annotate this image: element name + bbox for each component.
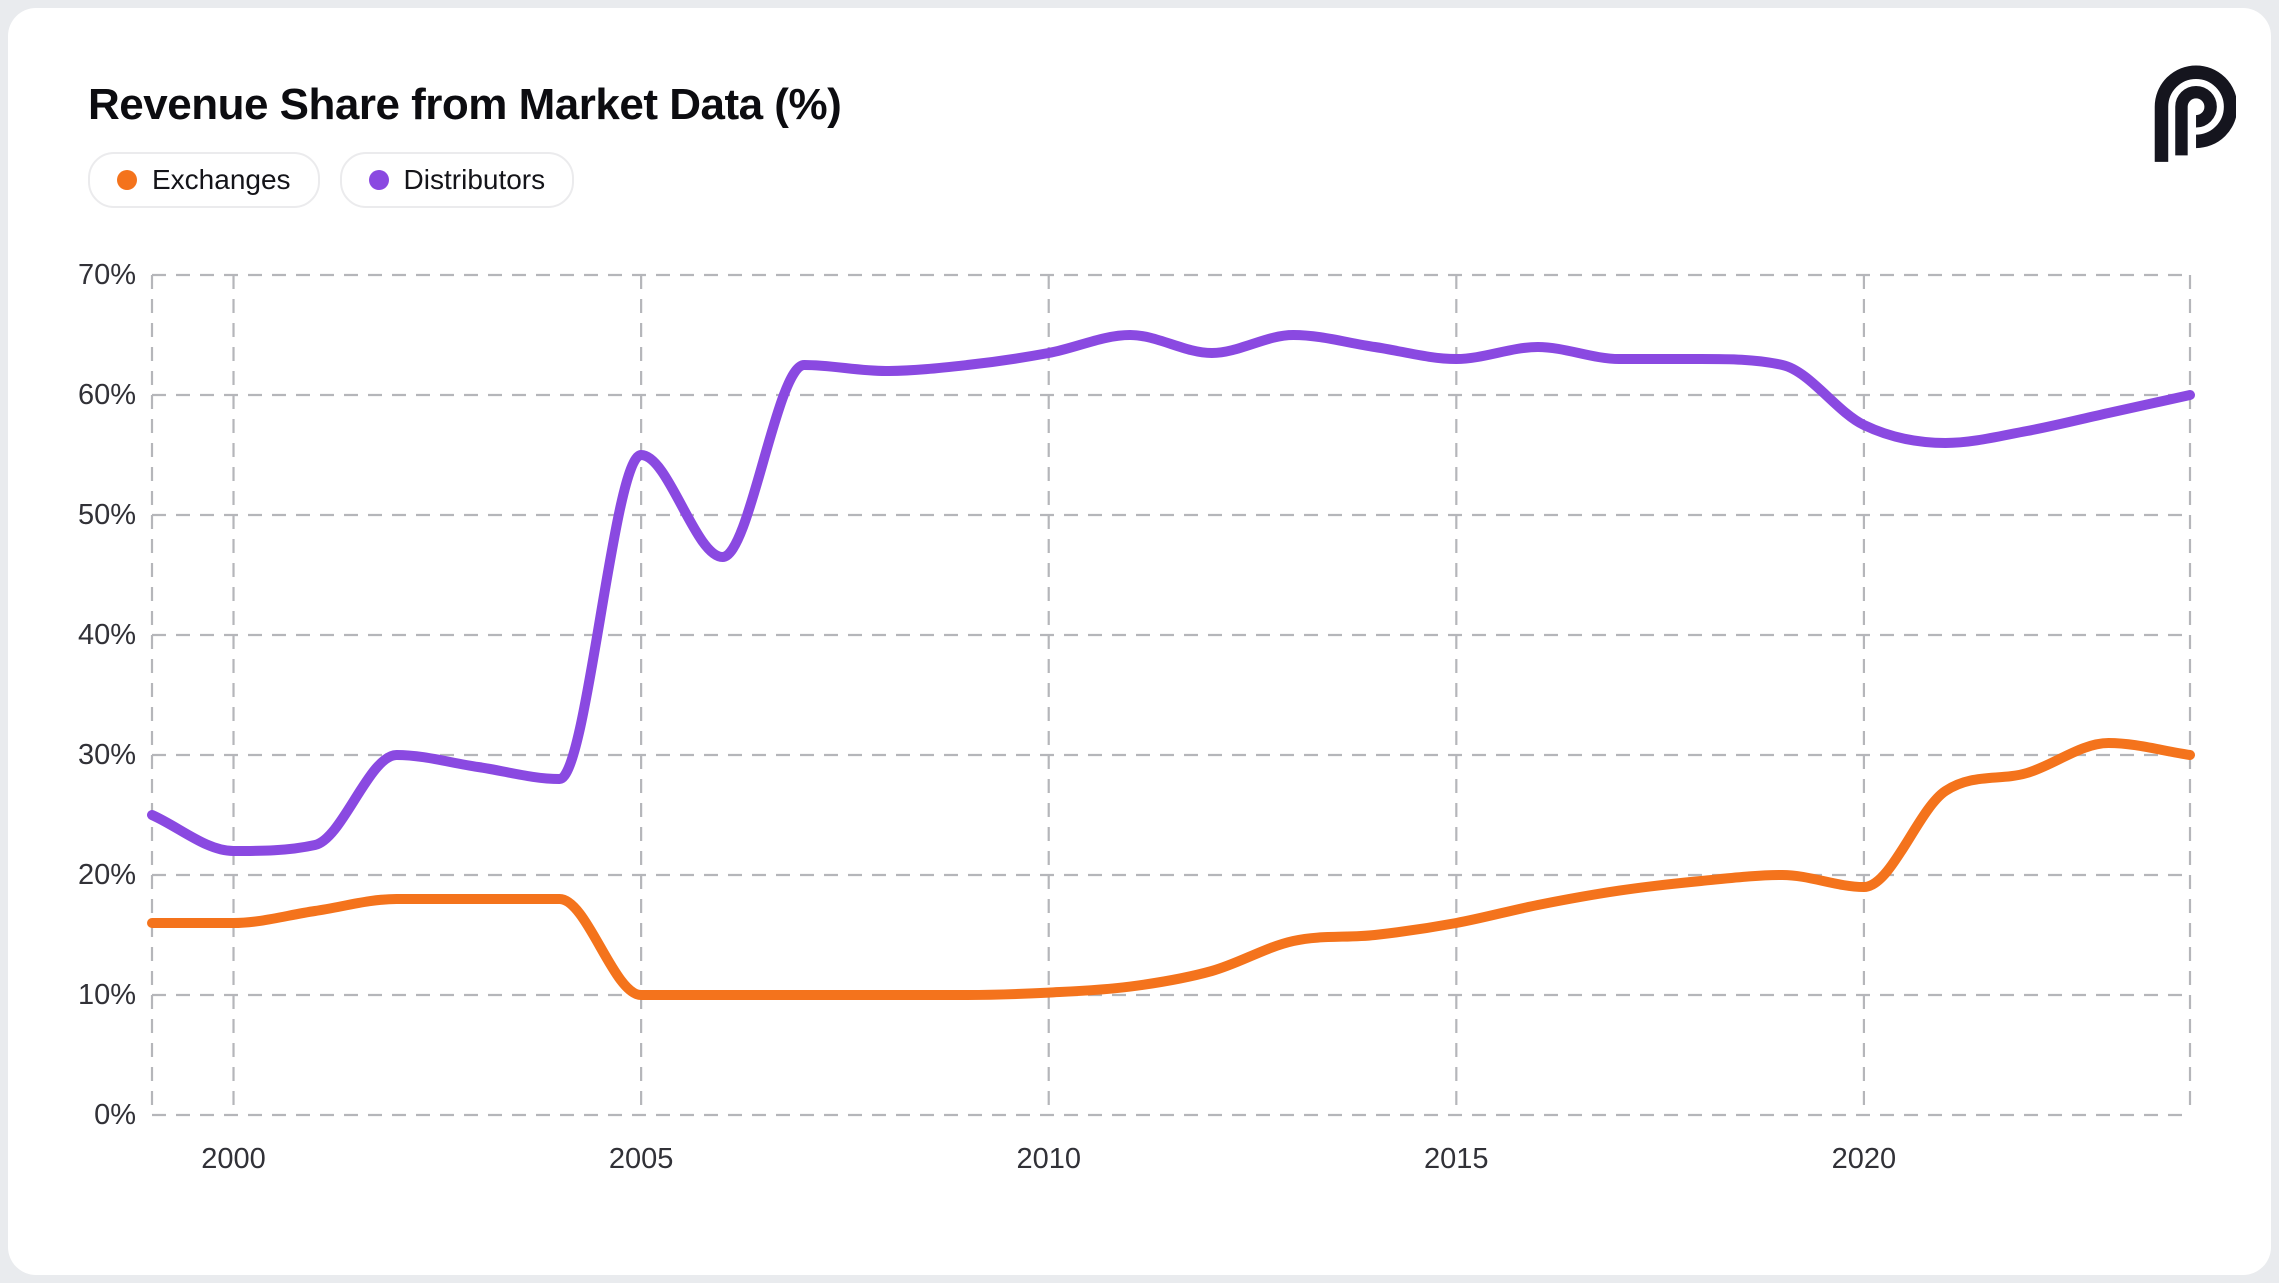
distributors-dot-icon bbox=[368, 170, 389, 190]
legend-label: Exchanges bbox=[152, 164, 291, 195]
p-logo-svg bbox=[2154, 65, 2238, 162]
y-tick-label: 10% bbox=[78, 979, 136, 1011]
y-tick-label: 50% bbox=[78, 499, 136, 531]
exchanges-dot-icon bbox=[117, 170, 137, 190]
series-line-exchanges bbox=[147, 738, 2195, 1001]
brand-logo-p-icon bbox=[2128, 56, 2238, 164]
legend: Exchanges Distributors bbox=[88, 152, 575, 208]
x-tick-label: 2005 bbox=[609, 1143, 674, 1175]
x-tick-label: 2000 bbox=[201, 1143, 266, 1175]
y-tick-label: 40% bbox=[78, 619, 136, 651]
legend-chip-distributors[interactable]: Distributors bbox=[339, 152, 575, 208]
y-tick-label: 70% bbox=[78, 259, 136, 291]
y-tick-label: 30% bbox=[78, 739, 136, 771]
chart-title: Revenue Share from Market Data (%) bbox=[88, 80, 842, 129]
y-tick-label: 60% bbox=[78, 379, 136, 411]
x-tick-label: 2010 bbox=[1016, 1143, 1081, 1175]
series-line-distributors bbox=[147, 330, 2195, 856]
x-tick-label: 2015 bbox=[1424, 1143, 1489, 1175]
legend-chip-exchanges[interactable]: Exchanges bbox=[88, 152, 320, 208]
card-background bbox=[8, 8, 2271, 1275]
legend-label: Distributors bbox=[403, 164, 546, 195]
y-tick-label: 20% bbox=[78, 859, 136, 891]
y-tick-label: 0% bbox=[94, 1099, 136, 1131]
x-tick-label: 2020 bbox=[1832, 1143, 1897, 1175]
